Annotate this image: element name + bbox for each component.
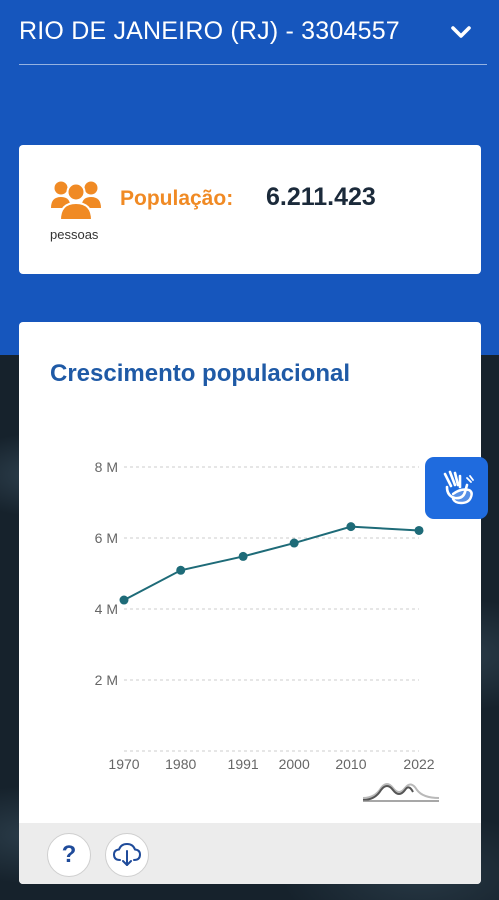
population-unit: pessoas <box>50 227 99 242</box>
data-point <box>414 525 424 535</box>
x-tick-label: 1991 <box>228 756 259 772</box>
growth-chart-card: Crescimento populacional 2 M 4 M 6 M 8 M 197… <box>19 322 481 884</box>
sign-language-icon <box>443 470 474 505</box>
x-tick-label: 1970 <box>108 756 139 772</box>
cloud-download-icon <box>112 842 142 866</box>
y-tick-label: 8 M <box>95 459 118 475</box>
people-icon <box>51 181 101 220</box>
data-point <box>346 522 356 532</box>
y-tick-label: 2 M <box>95 672 118 688</box>
x-tick-label: 2000 <box>279 756 310 772</box>
data-point <box>176 565 186 575</box>
accessibility-button[interactable] <box>425 457 488 519</box>
location-header[interactable]: RIO DE JANEIRO (RJ) - 3304557 <box>19 0 487 65</box>
population-label: População: <box>120 187 234 210</box>
chart-type-icon[interactable] <box>361 778 441 804</box>
help-icon: ? <box>61 841 77 868</box>
data-point <box>119 595 129 605</box>
chevron-down-icon[interactable] <box>443 14 479 50</box>
y-tick-label: 6 M <box>95 530 118 546</box>
data-point <box>289 538 299 548</box>
population-value: 6.211.423 <box>266 183 376 211</box>
location-title: RIO DE JANEIRO (RJ) - 3304557 <box>19 16 400 45</box>
x-tick-label: 2022 <box>403 756 434 772</box>
x-tick-label: 2010 <box>335 756 366 772</box>
y-tick-label: 4 M <box>95 601 118 617</box>
series-line <box>123 525 420 601</box>
download-button[interactable] <box>105 833 149 877</box>
help-button[interactable]: ? <box>47 833 91 877</box>
data-point <box>238 551 248 561</box>
chart-title: Crescimento populacional <box>50 360 351 387</box>
x-tick-label: 1980 <box>165 756 196 772</box>
chart-footer: ? <box>19 823 481 884</box>
growth-chart[interactable]: 2 M 4 M 6 M 8 M 1970 1980 1991 2000 2010 2022 <box>19 322 481 823</box>
population-card: pessoas População: 6.211.423 <box>19 145 481 274</box>
